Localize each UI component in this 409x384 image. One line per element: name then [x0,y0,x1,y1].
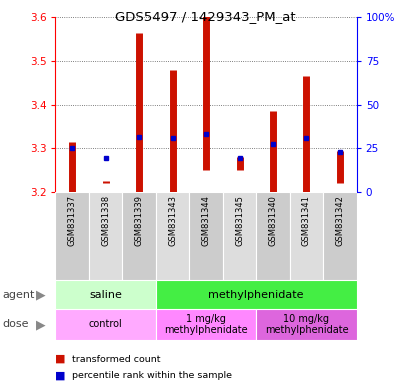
Text: methylphenidate: methylphenidate [208,290,303,300]
Text: GSM831342: GSM831342 [335,195,344,245]
Text: ▶: ▶ [36,288,46,301]
Text: control: control [88,319,122,329]
Bar [155,192,189,280]
Bar [189,192,222,280]
Text: GSM831338: GSM831338 [101,195,110,246]
Text: GSM831341: GSM831341 [301,195,310,245]
Bar [55,280,155,309]
Bar [222,192,256,280]
Bar [256,309,356,340]
Bar [89,192,122,280]
Text: 10 mg/kg
methylphenidate: 10 mg/kg methylphenidate [264,314,347,335]
Text: GDS5497 / 1429343_PM_at: GDS5497 / 1429343_PM_at [115,10,294,23]
Text: ■: ■ [55,354,66,364]
Text: GSM831345: GSM831345 [234,195,243,245]
Text: percentile rank within the sample: percentile rank within the sample [72,371,231,380]
Text: GSM831339: GSM831339 [134,195,143,246]
Bar [155,280,356,309]
Text: 1 mg/kg
methylphenidate: 1 mg/kg methylphenidate [164,314,247,335]
Text: GSM831340: GSM831340 [268,195,277,245]
Bar [55,192,89,280]
Text: GSM831337: GSM831337 [67,195,76,246]
Text: transformed count: transformed count [72,354,160,364]
Text: ▶: ▶ [36,318,46,331]
Bar [289,192,322,280]
Text: ■: ■ [55,371,66,381]
Bar [322,192,356,280]
Bar [55,309,155,340]
Text: saline: saline [89,290,122,300]
Bar [155,309,256,340]
Text: GSM831344: GSM831344 [201,195,210,245]
Text: GSM831343: GSM831343 [168,195,177,246]
Bar [256,192,289,280]
Text: dose: dose [2,319,29,329]
Bar [122,192,155,280]
Text: agent: agent [2,290,34,300]
